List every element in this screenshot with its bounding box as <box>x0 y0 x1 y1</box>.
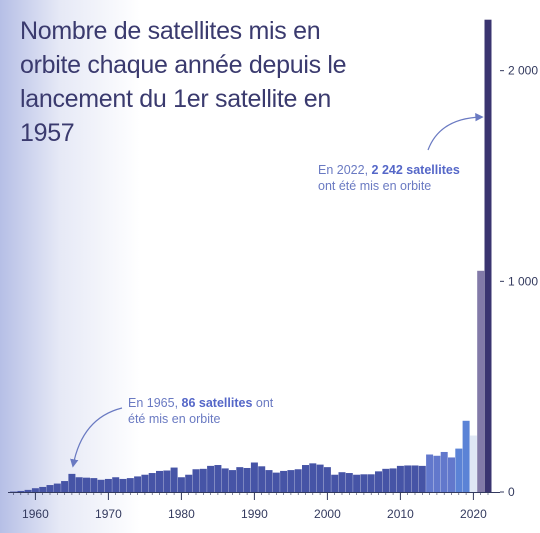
arrow-to-2022 <box>427 112 484 151</box>
bar-1974 <box>134 476 142 492</box>
x-tick-label: 2020 <box>460 507 487 521</box>
bar-1963 <box>53 483 61 492</box>
bar-1976 <box>148 473 156 492</box>
bar-2014 <box>426 454 434 492</box>
bar-1968 <box>90 478 98 492</box>
annotation-2022-suffix: ont été mis en orbite <box>318 179 432 193</box>
bar-1975 <box>141 474 149 492</box>
bar-1996 <box>294 469 302 492</box>
bar-1984 <box>207 465 215 492</box>
bar-1982 <box>192 469 200 492</box>
x-tick-label: 2010 <box>387 507 414 521</box>
bar-1959 <box>24 489 32 492</box>
bar-2000 <box>323 467 331 492</box>
bar-1967 <box>83 477 90 492</box>
annotation-2022-prefix: En 2022, <box>318 163 372 177</box>
bar-1998 <box>309 463 317 492</box>
annotation-1965-suffix: ont été mis en orbite <box>128 396 274 426</box>
bar-2007 <box>375 471 382 492</box>
bar-2004 <box>353 474 361 492</box>
bar-1965 <box>68 473 76 492</box>
bar-1960 <box>31 488 39 492</box>
annotation-1965: En 1965, 86 satellites ont été mis en or… <box>128 395 278 427</box>
bar-2022 <box>484 19 492 492</box>
bar-1973 <box>126 478 134 492</box>
bar-1972 <box>119 478 127 492</box>
bar-2017 <box>448 457 455 492</box>
bar-2019 <box>462 420 470 492</box>
annotation-1965-prefix: En 1965, <box>128 396 182 410</box>
annotation-2022: En 2022, 2 242 satellites ont été mis en… <box>318 162 478 194</box>
bar-1994 <box>280 470 288 492</box>
y-tick-label: 0 <box>508 485 515 499</box>
bar-2005 <box>360 474 368 492</box>
annotation-1965-bold: 86 satellites <box>181 396 253 410</box>
bar-2011 <box>404 465 412 492</box>
bar-1958 <box>17 490 25 492</box>
bar-1978 <box>163 470 171 492</box>
bar-1969 <box>97 479 105 492</box>
bar-2009 <box>389 468 397 492</box>
bar-1964 <box>61 481 69 492</box>
bar-1970 <box>104 478 112 492</box>
bar-2002 <box>338 472 346 492</box>
chart-title: Nombre de satellites mis en orbite chaqu… <box>20 17 347 147</box>
x-tick-label: 1970 <box>95 507 122 521</box>
bar-2020 <box>469 435 477 492</box>
bar-1986 <box>221 468 229 492</box>
bar-1992 <box>265 470 273 492</box>
bar-1962 <box>46 485 54 492</box>
bar-1991 <box>258 466 266 492</box>
bar-1997 <box>302 465 309 492</box>
x-tick-label: 1980 <box>168 507 195 521</box>
y-tick-label: 1 000 <box>508 274 538 288</box>
bar-1981 <box>185 474 193 492</box>
bar-1999 <box>316 464 324 492</box>
arrow-to-1965 <box>70 407 123 468</box>
bar-2021 <box>477 270 485 492</box>
bar-2006 <box>367 474 375 492</box>
bar-1995 <box>287 470 295 492</box>
bar-2001 <box>331 474 339 492</box>
bar-1988 <box>236 467 244 492</box>
bar-1993 <box>272 472 280 492</box>
x-tick-label: 2000 <box>314 507 341 521</box>
bar-1966 <box>75 477 83 492</box>
bar-1983 <box>199 468 207 492</box>
bar-1979 <box>170 467 178 492</box>
bar-2013 <box>418 465 426 492</box>
bar-2015 <box>433 455 441 492</box>
y-tick-label: 2 000 <box>508 64 538 78</box>
bar-1980 <box>177 477 185 492</box>
bar-1987 <box>229 470 236 492</box>
bar-2008 <box>382 468 390 492</box>
bar-1989 <box>243 467 251 492</box>
x-tick-label: 1960 <box>22 507 49 521</box>
bar-2016 <box>440 451 448 492</box>
bar-1971 <box>112 477 120 492</box>
bar-1961 <box>39 486 47 492</box>
annotation-2022-bold: 2 242 satellites <box>371 163 460 177</box>
bar-2010 <box>396 465 404 492</box>
bar-2012 <box>411 465 419 492</box>
bar-1990 <box>250 462 258 492</box>
bar-1985 <box>214 465 222 492</box>
bar-2003 <box>345 473 353 492</box>
bar-2018 <box>455 448 463 492</box>
x-tick-label: 1990 <box>241 507 268 521</box>
bar-1977 <box>156 470 163 492</box>
